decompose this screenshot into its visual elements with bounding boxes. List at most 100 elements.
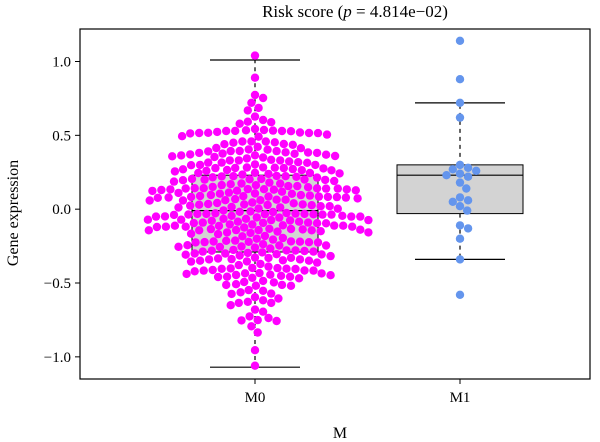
data-point-m0	[244, 145, 253, 154]
data-point-m0	[330, 221, 339, 230]
data-point-m0	[250, 168, 260, 177]
data-point-m0	[291, 264, 300, 274]
data-point-m0	[177, 132, 187, 141]
data-point-m0	[231, 280, 241, 289]
data-point-m0	[290, 149, 299, 158]
data-point-m0	[186, 192, 196, 202]
data-point-m0	[244, 285, 253, 295]
data-point-m0	[198, 247, 207, 256]
data-point-m0	[195, 128, 204, 138]
data-point-m0	[243, 184, 252, 194]
data-point-m0	[285, 272, 295, 281]
data-point-m1	[442, 171, 451, 180]
data-point-m0	[269, 278, 279, 287]
data-point-m0	[258, 93, 268, 103]
data-point-m0	[278, 221, 288, 230]
data-point-m1	[455, 290, 465, 299]
data-point-m0	[314, 192, 324, 201]
data-point-m0	[254, 225, 263, 235]
data-point-m0	[312, 258, 322, 267]
data-point-m0	[348, 222, 357, 231]
data-point-m0	[233, 217, 243, 226]
data-point-m0	[177, 151, 186, 160]
data-point-m0	[178, 176, 188, 185]
data-point-m0	[303, 183, 313, 192]
data-point-m0	[181, 184, 190, 193]
data-point-m0	[277, 187, 287, 196]
data-point-m0	[226, 301, 235, 310]
data-point-m0	[295, 255, 305, 264]
data-point-m0	[347, 212, 356, 221]
data-point-m0	[327, 166, 336, 175]
data-point-m0	[169, 210, 179, 220]
data-point-m0	[222, 236, 231, 245]
data-point-m0	[258, 296, 268, 305]
data-point-m0	[341, 193, 351, 202]
data-point-m0	[319, 164, 328, 173]
data-point-m0	[295, 128, 305, 137]
data-point-m0	[190, 249, 199, 258]
data-point-m0	[286, 253, 296, 262]
data-point-m0	[215, 189, 225, 198]
data-point-m0	[237, 316, 246, 325]
data-point-m0	[161, 222, 171, 231]
data-point-m0	[243, 297, 252, 306]
data-point-m0	[234, 260, 243, 270]
data-point-m1	[455, 234, 465, 243]
data-point-m0	[211, 209, 220, 218]
data-point-m0	[181, 250, 190, 259]
data-point-m0	[213, 127, 222, 137]
data-point-m0	[252, 234, 261, 243]
data-point-m0	[250, 124, 260, 134]
data-point-m0	[183, 241, 192, 250]
data-point-m0	[312, 173, 322, 182]
data-point-m0	[305, 168, 315, 178]
data-point-m0	[256, 259, 265, 269]
data-point-m1	[463, 196, 473, 205]
data-point-m0	[264, 192, 273, 201]
data-point-m0	[240, 223, 249, 232]
data-point-m0	[303, 218, 313, 227]
data-point-m0	[281, 148, 290, 157]
data-point-m0	[287, 189, 297, 198]
data-point-m0	[322, 130, 332, 139]
data-point-m0	[202, 209, 211, 219]
data-point-m0	[265, 224, 274, 233]
data-point-m0	[244, 237, 253, 246]
data-point-m0	[250, 73, 260, 82]
data-point-m0	[174, 203, 183, 212]
data-point-m0	[168, 152, 177, 161]
data-point-m0	[263, 200, 272, 210]
data-point-m0	[351, 186, 360, 195]
data-point-m0	[333, 184, 342, 193]
data-point-m0	[227, 202, 236, 212]
data-point-m0	[186, 201, 195, 210]
data-point-m0	[265, 178, 274, 187]
data-point-m0	[300, 209, 309, 219]
data-point-m0	[282, 208, 291, 218]
data-point-m0	[258, 218, 268, 228]
data-point-m0	[261, 137, 270, 146]
data-point-m0	[330, 176, 339, 186]
data-point-m0	[217, 264, 226, 273]
data-point-m0	[232, 186, 242, 195]
data-point-m0	[321, 184, 331, 193]
data-point-m0	[279, 139, 288, 149]
data-point-m0	[195, 148, 204, 158]
data-point-m0	[204, 128, 213, 137]
data-point-m0	[186, 161, 196, 170]
data-point-m0	[318, 210, 327, 219]
data-point-m0	[311, 160, 320, 170]
x-tick-label: M1	[450, 390, 471, 406]
data-point-m0	[272, 250, 281, 259]
data-point-m0	[298, 200, 307, 209]
data-point-m0	[240, 277, 249, 287]
data-point-m0	[286, 237, 296, 246]
data-point-m0	[270, 138, 279, 147]
data-point-m0	[321, 150, 331, 159]
data-point-m0	[323, 192, 333, 202]
data-point-m0	[317, 250, 326, 259]
data-point-m0	[238, 137, 247, 146]
data-point-m0	[213, 198, 222, 208]
data-point-m0	[190, 267, 199, 276]
